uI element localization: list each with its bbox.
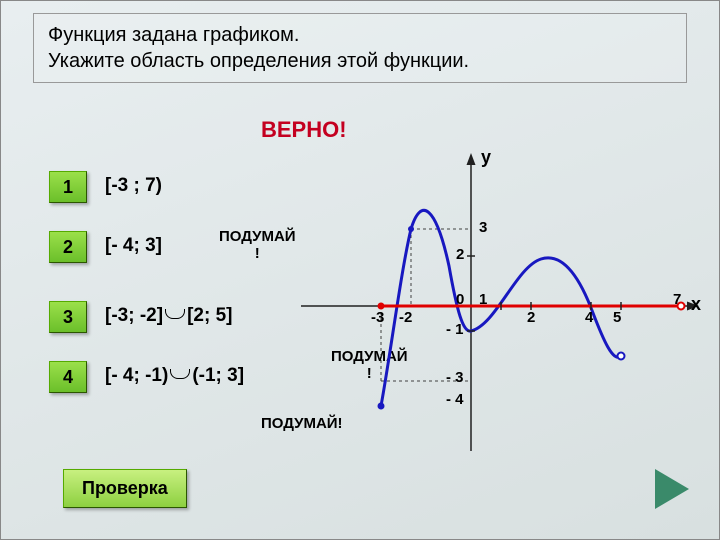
check-button[interactable]: Проверка — [63, 469, 187, 508]
tick-x7: 7 — [673, 291, 681, 308]
y-axis-label: у — [481, 147, 491, 168]
correct-bubble: ВЕРНО! — [231, 109, 377, 151]
tick-y2: 2 — [456, 246, 464, 263]
tick-x1: 1 — [479, 291, 487, 308]
tick-x4: 4 — [585, 309, 593, 326]
graph-area: у x 3 2 0 - 1 - 3 - 4 1 -2 -3 2 4 5 7 — [301, 151, 701, 451]
union-icon — [165, 309, 185, 319]
title-box: Функция задана графиком. Укажите область… — [33, 13, 687, 83]
title-line-1: Функция задана графиком. — [48, 22, 672, 48]
tick-xm2: -2 — [399, 309, 412, 326]
union-icon — [170, 369, 190, 379]
option-4b: (-1; 3] — [192, 365, 244, 386]
tick-ym3: - 3 — [446, 369, 464, 386]
tick-x2: 2 — [527, 309, 535, 326]
option-1-button[interactable]: 1 — [49, 171, 87, 203]
tick-y3: 3 — [479, 219, 487, 236]
title-line-2: Укажите область определения этой функции… — [48, 48, 672, 74]
tick-x5: 5 — [613, 309, 621, 326]
option-2-button[interactable]: 2 — [49, 231, 87, 263]
option-1-text: [-3 ; 7) — [105, 175, 162, 197]
tick-y0: 0 — [456, 291, 464, 308]
option-4-button[interactable]: 4 — [49, 361, 87, 393]
tick-xm3: -3 — [371, 309, 384, 326]
slide: Функция задана графиком. Укажите область… — [0, 0, 720, 540]
option-4a: [- 4; -1) — [105, 365, 168, 386]
option-3b: [2; 5] — [187, 305, 232, 326]
think-bubble-2: ПОДУМАЙ ! — [219, 229, 296, 262]
option-3-text: [-3; -2] [2; 5] — [105, 305, 232, 327]
x-axis-label: x — [691, 294, 701, 315]
next-icon[interactable] — [655, 469, 689, 509]
tick-ym1: - 1 — [446, 321, 464, 338]
option-4-text: [- 4; -1) (-1; 3] — [105, 365, 244, 387]
option-3a: [-3; -2] — [105, 305, 163, 326]
tick-ym4: - 4 — [446, 391, 464, 408]
option-2-text: [- 4; 3] — [105, 235, 162, 257]
option-3-button[interactable]: 3 — [49, 301, 87, 333]
graph-svg — [301, 151, 701, 451]
